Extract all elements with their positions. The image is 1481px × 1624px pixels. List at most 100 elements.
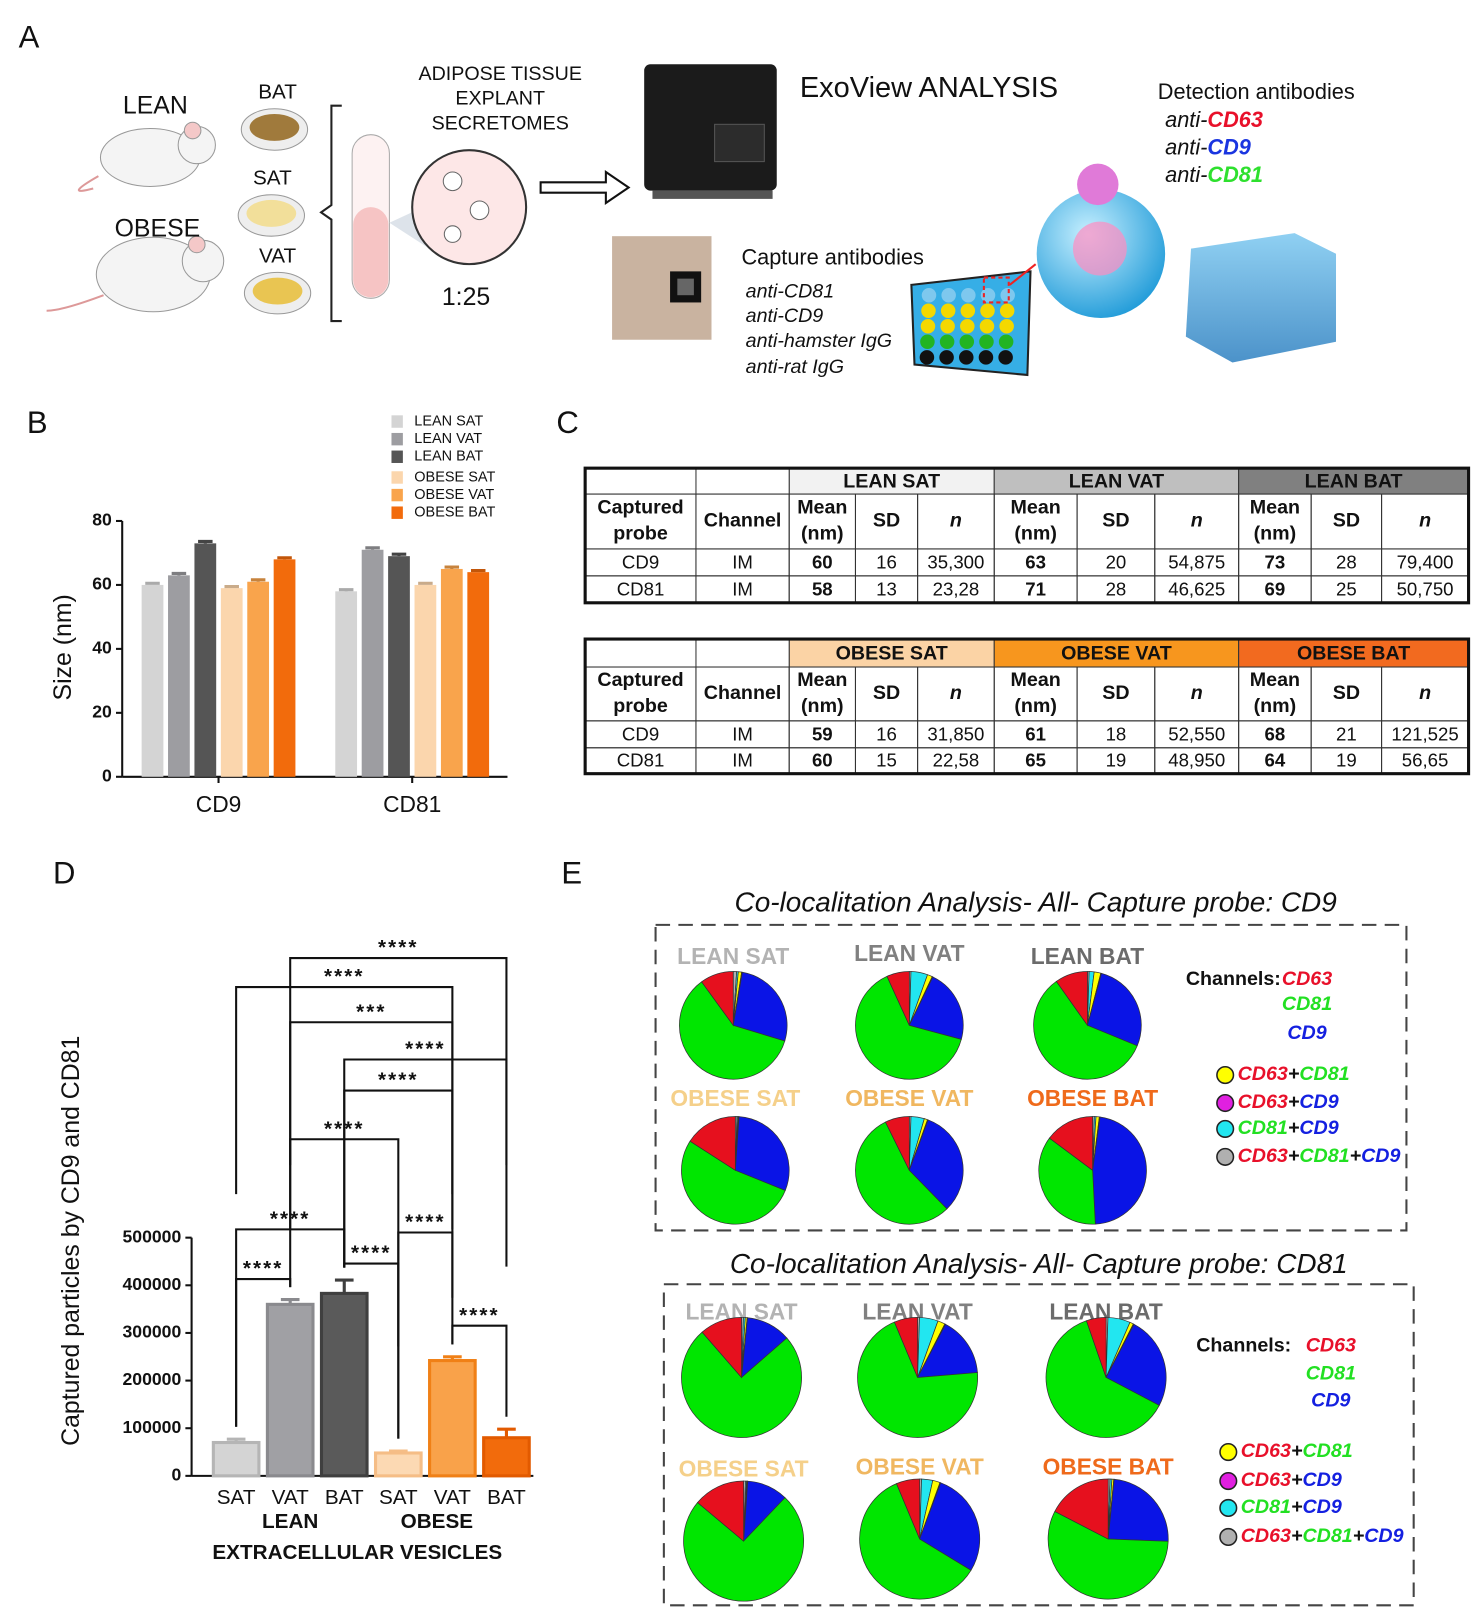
tissue-label: SAT — [253, 167, 292, 190]
pie-slice — [919, 1482, 981, 1571]
tissue-label: VAT — [259, 244, 297, 267]
column-header: SD — [1333, 510, 1360, 532]
pie-slice — [1047, 1510, 1169, 1600]
panel-label: D — [53, 855, 75, 890]
antibody-prefix: anti- — [1165, 107, 1207, 132]
bar — [141, 584, 164, 777]
x-tick-label: CD9 — [196, 791, 242, 817]
table-cell-text: 18 — [1106, 723, 1127, 744]
panel-label: A — [19, 20, 40, 55]
chip-spot — [961, 287, 976, 303]
pie-title: OBESE SAT — [679, 1456, 809, 1482]
pie-slice — [689, 1116, 736, 1172]
detection-title: Detection antibodies — [1158, 79, 1355, 104]
legend-label: LEAN SAT — [414, 413, 483, 429]
table-cell-text: 19 — [1106, 750, 1127, 771]
y-tick-label: 80 — [92, 510, 112, 530]
error-bar — [338, 588, 354, 592]
table-cell-text: IM — [732, 750, 753, 771]
column-header: n — [1419, 682, 1431, 704]
chip-spot — [998, 334, 1014, 350]
column-header: SD — [1102, 682, 1129, 704]
column-header: Mean (nm) — [1011, 669, 1061, 717]
panel-label: C — [556, 405, 578, 440]
pie-title: OBESE BAT — [1043, 1454, 1174, 1480]
pie-title: LEAN VAT — [854, 940, 965, 966]
error-bar — [224, 584, 239, 589]
legend-swatch — [391, 471, 403, 484]
error-bar — [470, 568, 486, 573]
legend-swatch — [391, 488, 403, 502]
bar — [265, 1302, 315, 1478]
significance-label: *** — [356, 1000, 386, 1023]
pie-slice — [1085, 1317, 1107, 1378]
table-cell-text: CD9 — [622, 551, 659, 572]
x-tick-label: CD81 — [383, 791, 441, 817]
instrument-label: ExoView ANALYSIS — [800, 72, 1058, 104]
legend-swatch — [391, 450, 403, 463]
capture-title: Capture antibodies — [741, 245, 924, 270]
panel-label: E — [561, 855, 582, 890]
group-label: LEAN — [262, 1510, 318, 1533]
chip-spot — [1000, 287, 1015, 303]
legend-combo: CD63+CD81 — [1238, 1063, 1350, 1085]
table-cell-text: 59 — [812, 723, 833, 744]
legend-marker — [1216, 1119, 1235, 1138]
bar — [482, 1436, 531, 1478]
significance-bracket — [451, 1324, 508, 1417]
pie-slice — [1107, 1478, 1169, 1542]
table-cell-text: IM — [732, 723, 753, 744]
pie-slice — [701, 1317, 742, 1379]
legend-marker — [1216, 1093, 1235, 1113]
legend-title: Channels: — [1196, 1335, 1291, 1357]
x-tick-label: VAT — [272, 1486, 310, 1509]
pie-slice — [916, 1323, 978, 1378]
error-bar — [280, 1298, 300, 1305]
table-cell — [584, 638, 790, 668]
chip-spot — [920, 319, 936, 334]
table-cell-text: 54,875 — [1168, 551, 1225, 572]
significance-label: **** — [270, 1208, 311, 1231]
capture-antibody: anti-rat IgG — [746, 356, 844, 378]
pie-slice — [681, 1331, 802, 1438]
antibody-prefix: anti- — [1165, 162, 1207, 187]
pie-title: LEAN BAT — [1031, 943, 1144, 969]
chip-spot — [979, 319, 995, 334]
chip-spot — [980, 287, 996, 303]
box-title: Co-localitation Analysis- All- Capture p… — [735, 887, 1337, 918]
antibody-target: CD63 — [1207, 107, 1263, 132]
chip-spot — [939, 334, 955, 350]
column-header: n — [1419, 510, 1431, 532]
column-header: SD — [1333, 682, 1360, 704]
group-header: LEAN BAT — [1305, 470, 1403, 492]
chip-spot — [959, 350, 974, 365]
table-cell-text: 64 — [1265, 750, 1286, 771]
x-tick-label: VAT — [434, 1486, 472, 1509]
bar — [319, 1291, 369, 1478]
legend-channel: CD81 — [1306, 1363, 1356, 1385]
error-bar — [145, 581, 160, 585]
pie-slice — [1087, 972, 1142, 1047]
chip-spot — [960, 303, 976, 318]
pie-slice — [1054, 1478, 1109, 1540]
table-cell-text: 121,525 — [1391, 723, 1458, 744]
bar — [414, 584, 437, 777]
legend-marker — [1219, 1471, 1238, 1491]
significance-label: **** — [405, 1038, 446, 1061]
bar — [335, 591, 358, 777]
chip-spot — [921, 287, 937, 303]
column-header: n — [950, 510, 962, 532]
chip-spot — [998, 350, 1013, 365]
pie-slice — [857, 1321, 979, 1438]
antibody-prefix: anti- — [1165, 134, 1207, 159]
group-label: OBESE — [115, 216, 201, 243]
chip-spot — [919, 350, 935, 365]
significance-label: **** — [351, 1242, 392, 1265]
bar — [168, 575, 190, 777]
legend-channel: CD9 — [1287, 1022, 1326, 1044]
secretome-label: ADIPOSE TISSUE — [418, 63, 582, 85]
table-cell-text: 58 — [812, 578, 833, 599]
chip-spot — [999, 319, 1014, 334]
